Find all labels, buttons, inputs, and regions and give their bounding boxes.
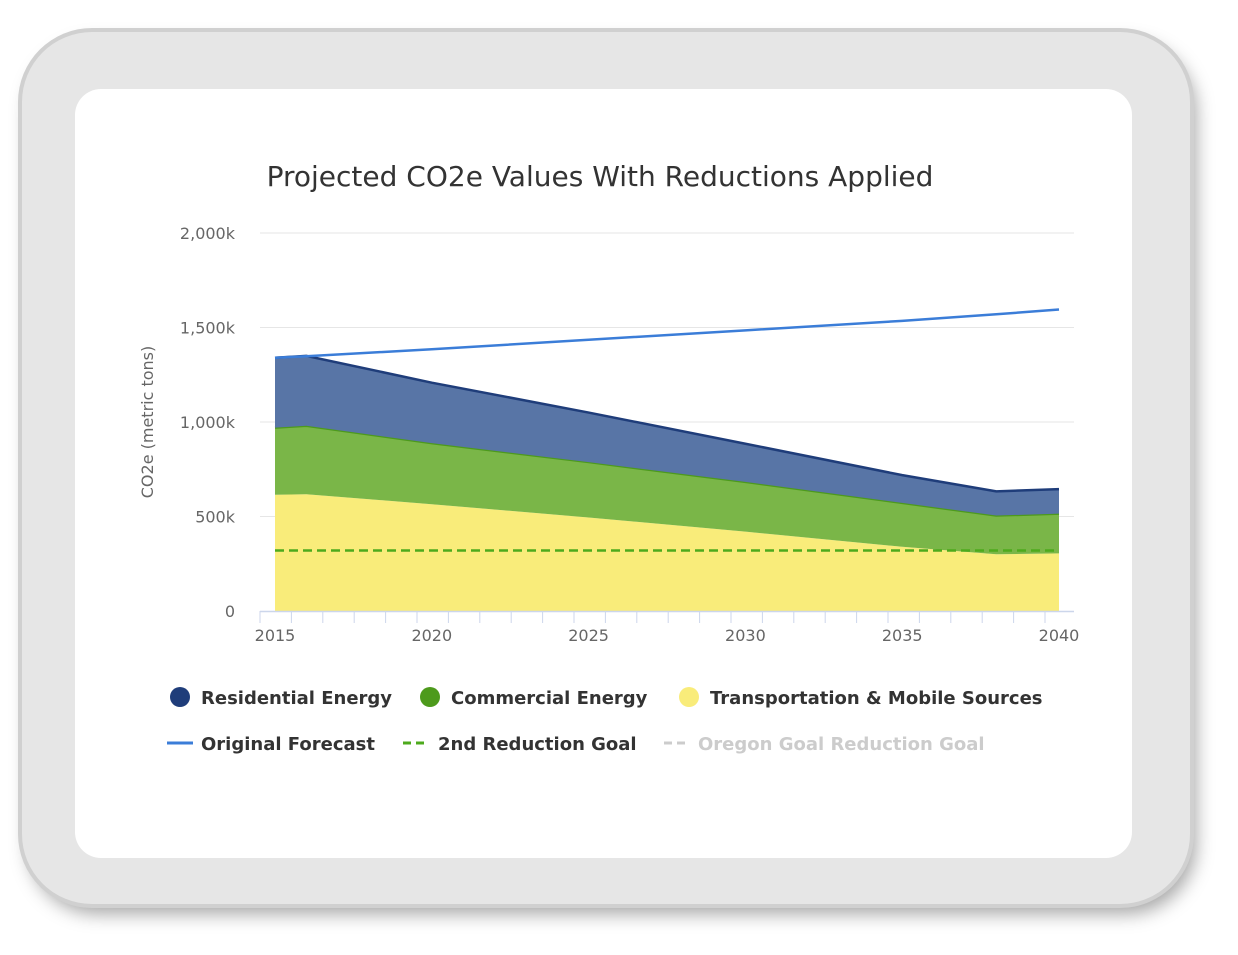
x-tick-label: 2035 (882, 626, 923, 645)
y-tick-label: 500k (195, 508, 236, 527)
legend-symbol-commercial-energy (420, 687, 440, 707)
y-tick-label: 0 (225, 602, 235, 621)
legend-item-original-forecast[interactable]: Original Forecast (167, 734, 375, 755)
y-axis-ticks: 0 500k 1,000k 1,500k 2,000k (180, 224, 236, 621)
x-tick-label: 2015 (255, 626, 296, 645)
legend-label-original-forecast: Original Forecast (201, 734, 375, 755)
legend-symbol-transportation (679, 687, 699, 707)
y-tick-label: 1,500k (180, 319, 236, 338)
area-series (274, 354, 1060, 611)
x-tick-label: 2030 (725, 626, 766, 645)
area-transportation-mobile-sources (275, 494, 1059, 611)
legend-item-transportation[interactable]: Transportation & Mobile Sources (679, 687, 1043, 709)
area-residential-energy (275, 355, 1059, 516)
chart-title: Projected CO2e Values With Reductions Ap… (267, 160, 934, 193)
area-edge-commercial-energy (274, 424, 1060, 517)
y-tick-label: 2,000k (180, 224, 236, 243)
legend-label-residential-energy: Residential Energy (201, 688, 392, 709)
x-tick-label: 2025 (568, 626, 609, 645)
y-tick-label: 1,000k (180, 413, 236, 432)
x-axis: 2015 2020 2025 2030 2035 2040 (255, 610, 1080, 645)
legend-label-oregon-goal: Oregon Goal Reduction Goal (698, 734, 985, 755)
line-original-forecast (274, 308, 1060, 359)
area-commercial-energy (275, 425, 1059, 555)
legend-symbol-residential-energy (170, 687, 190, 707)
legend-item-residential-energy[interactable]: Residential Energy (170, 687, 392, 709)
legend-item-2nd-reduction-goal[interactable]: 2nd Reduction Goal (403, 734, 637, 755)
area-edge-residential-energy (274, 354, 1060, 493)
legend: Residential Energy Commercial Energy Tra… (167, 687, 1043, 755)
legend-label-transportation: Transportation & Mobile Sources (710, 688, 1043, 709)
x-tick-label: 2040 (1039, 626, 1080, 645)
line-series (274, 308, 1060, 552)
x-tick-label: 2020 (411, 626, 452, 645)
legend-label-commercial-energy: Commercial Energy (451, 688, 648, 709)
y-axis-title: CO2e (metric tons) (138, 346, 157, 499)
legend-label-2nd-reduction-goal: 2nd Reduction Goal (438, 734, 637, 755)
legend-item-commercial-energy[interactable]: Commercial Energy (420, 687, 648, 709)
legend-item-oregon-goal[interactable]: Oregon Goal Reduction Goal (664, 734, 985, 755)
